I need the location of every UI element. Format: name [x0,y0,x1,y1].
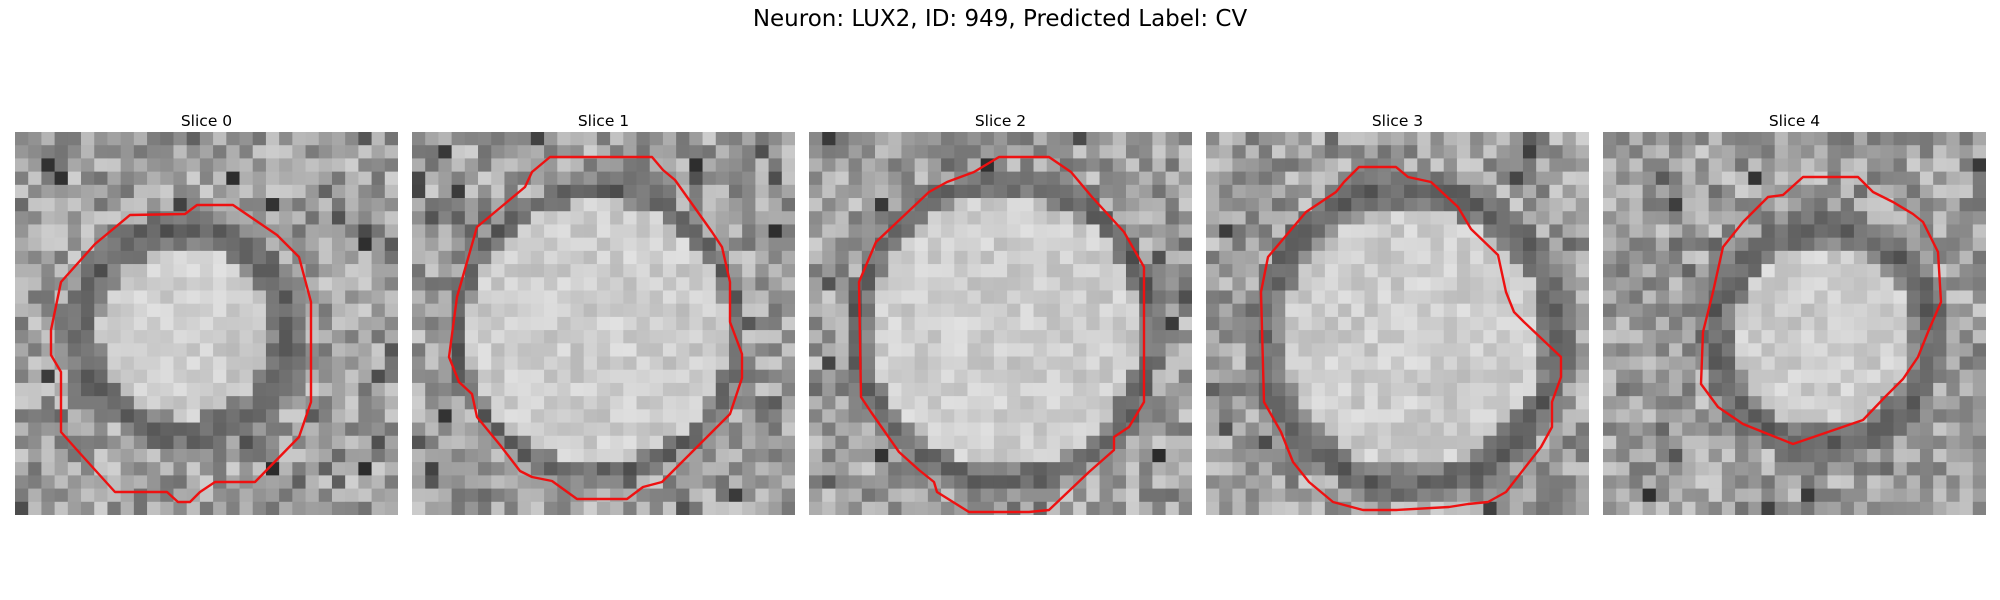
slice-title: Slice 2 [974,112,1027,130]
grayscale-pixels [15,132,398,515]
cell-contour [447,155,744,501]
slice-title: Slice 0 [180,112,233,130]
slice-panel-1: Slice 1 [412,110,795,515]
cell-contour [857,155,1146,514]
slice-panel-0: Slice 0 [15,110,398,515]
grayscale-pixels [1206,132,1589,515]
slice-image [1603,132,1986,515]
grayscale-pixels [809,132,1192,515]
slice-panel-4: Slice 4 [1603,110,1986,515]
grayscale-pixels [1603,132,1986,515]
cell-contour [1699,175,1943,446]
slice-title: Slice 1 [577,112,630,130]
slice-title: Slice 3 [1371,112,1424,130]
cell-contour [49,203,313,504]
slice-panel-3: Slice 3 [1206,110,1589,515]
figure-title: Neuron: LUX2, ID: 949, Predicted Label: … [752,6,1248,32]
slice-panel-2: Slice 2 [809,110,1192,515]
slice-image [809,132,1192,515]
slice-image [15,132,398,515]
slice-title: Slice 4 [1768,112,1821,130]
cell-contour [1259,165,1563,512]
slice-image [412,132,795,515]
grayscale-pixels [412,132,795,515]
slice-image [1206,132,1589,515]
